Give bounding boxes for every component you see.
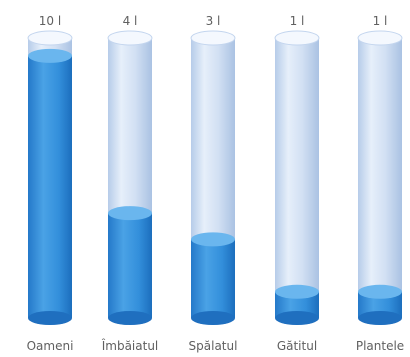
category-label-3: Spălatul	[189, 339, 238, 353]
category-label-4: Gătitul	[277, 339, 317, 353]
bar-1	[28, 48, 72, 325]
liquid-layer	[28, 48, 402, 325]
value-label-3: 3 l	[206, 14, 221, 28]
tube-5	[357, 30, 403, 325]
bar-5	[358, 284, 402, 325]
bar-2	[108, 206, 152, 325]
category-labels-layer: Oameni Îmbăiatul Spălatul Gătitul Plantele	[27, 338, 405, 353]
category-label-2: Îmbăiatul	[101, 338, 159, 353]
value-labels-layer: 10 l 4 l 3 l 1 l 1 l	[39, 14, 388, 28]
bar-3	[191, 232, 235, 325]
value-label-5: 1 l	[373, 14, 388, 28]
tube-4	[274, 30, 320, 325]
category-label-5: Plantele	[356, 339, 404, 353]
value-label-4: 1 l	[290, 14, 305, 28]
category-label-1: Oameni	[27, 339, 74, 353]
value-label-1: 10 l	[39, 14, 61, 28]
value-label-2: 4 l	[123, 14, 138, 28]
bar-4	[275, 284, 319, 325]
